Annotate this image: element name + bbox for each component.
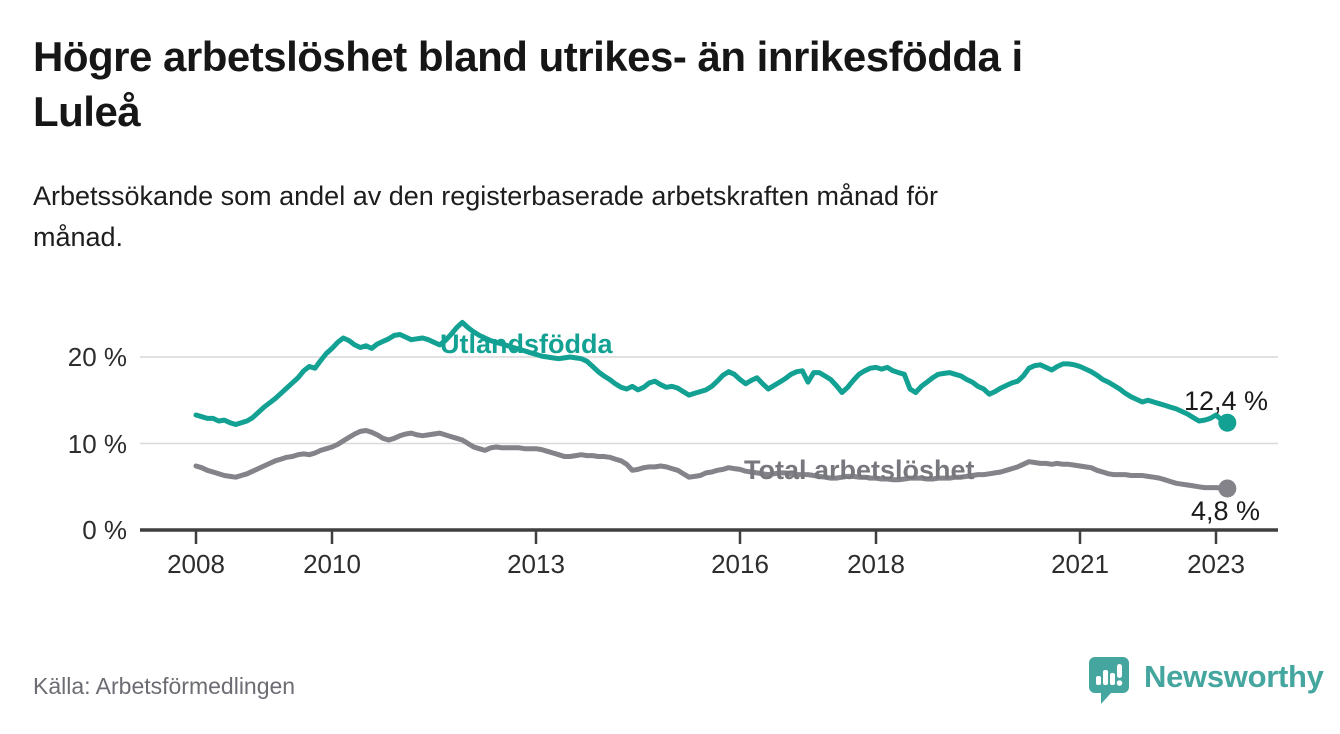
source-note: Källa: Arbetsförmedlingen [33,673,296,699]
series-end-dot-total [1218,479,1237,498]
newsworthy-logo: Newsworthy [1088,656,1324,706]
x-axis-tick-label: 2023 [1187,549,1245,579]
x-axis-tick-label: 2010 [303,549,361,579]
page-title: Högre arbetslöshet bland utrikes- än inr… [33,33,1023,135]
end-value-label-utlandsfodda: 12,4 % [1184,386,1269,416]
series-label-total-arbetsloshet: Total arbetslöshet [744,455,975,485]
x-axis-tick-label: 2018 [847,549,905,579]
series-line-total [193,428,1230,491]
series-end-dot-utlandsfodda [1218,413,1237,432]
chart-subtitle: Arbetssökande som andel av den registerb… [33,181,939,252]
x-axis-tick-label: 2021 [1051,549,1109,579]
speech-bubble-bar-chart-icon [1089,657,1129,704]
newsworthy-wordmark: Newsworthy [1144,659,1324,694]
y-axis-tick-label: 0 % [82,515,127,545]
x-axis-tick-label: 2016 [711,549,769,579]
y-axis-tick-label: 10 % [67,428,127,459]
series-label-utlandsfodda: Utlandsfödda [440,329,613,359]
y-axis-tick-label: 20 % [67,342,127,372]
x-axis-tick-label: 2013 [507,549,565,579]
end-value-label-total: 4,8 % [1191,496,1261,526]
series-line-utlandsfodda [193,319,1230,427]
x-axis-tick-label: 2008 [167,549,225,579]
